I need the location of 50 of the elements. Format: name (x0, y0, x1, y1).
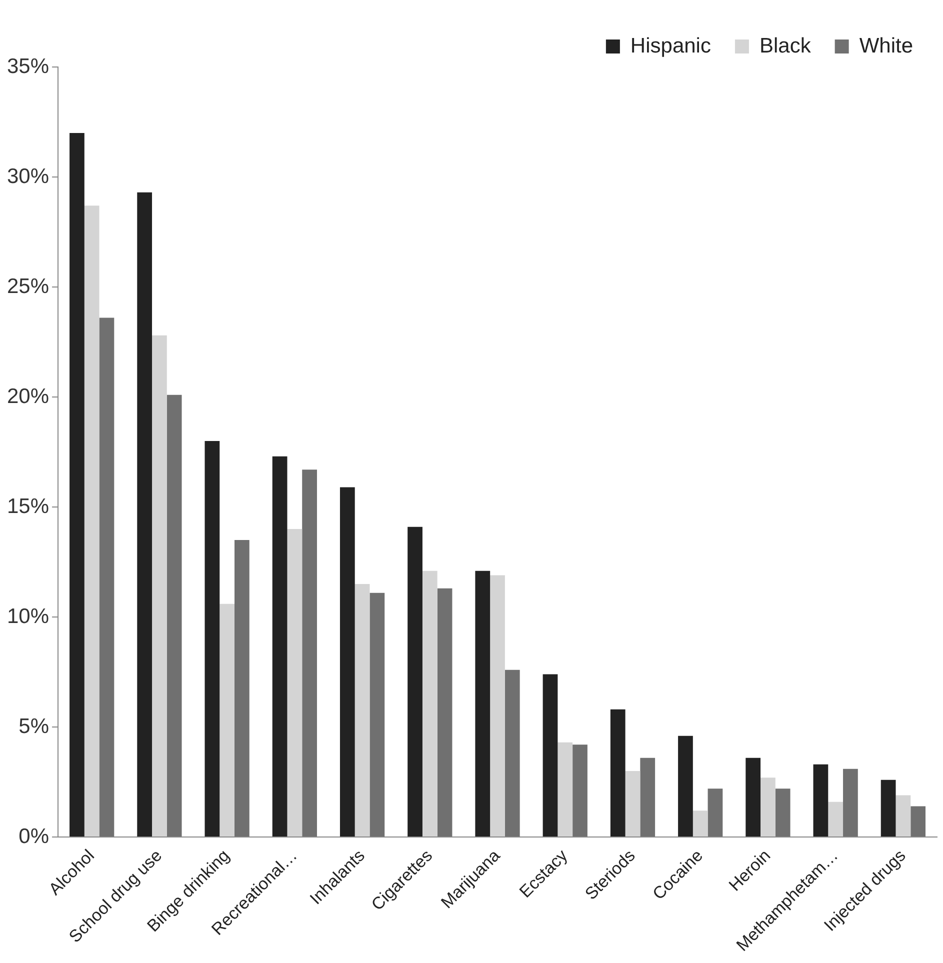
y-tick-label: 25% (7, 274, 50, 298)
bar (340, 487, 355, 837)
bar (760, 778, 776, 837)
bar (558, 742, 573, 837)
bar (910, 806, 926, 837)
bar (354, 584, 370, 837)
legend-label: Black (759, 34, 812, 58)
bar (475, 570, 490, 837)
bar (408, 526, 422, 837)
bar (437, 588, 452, 837)
bar (234, 540, 250, 837)
bar (775, 788, 790, 837)
bar (746, 758, 761, 837)
bar (828, 802, 844, 837)
bar (422, 570, 438, 837)
bar (490, 575, 505, 837)
bar (692, 810, 708, 837)
bar (204, 441, 220, 837)
bar (272, 456, 288, 837)
y-tick-label: 30% (7, 164, 50, 188)
bar (625, 771, 640, 837)
bar (640, 758, 656, 837)
bar (880, 780, 896, 837)
y-tick-label: 15% (7, 494, 50, 518)
bar (708, 788, 723, 837)
bar (152, 335, 167, 837)
y-tick-label: 0% (18, 824, 50, 848)
bar (70, 133, 84, 837)
bar (504, 670, 520, 837)
y-tick-label: 5% (18, 714, 50, 738)
bar (302, 470, 317, 837)
bar (166, 394, 182, 837)
bar (572, 744, 588, 837)
bar (220, 604, 234, 837)
bar (84, 206, 100, 837)
bar (99, 318, 114, 837)
legend-label: White (859, 34, 914, 58)
bar (678, 736, 693, 837)
bar (542, 674, 558, 837)
bar (610, 709, 626, 837)
bar (896, 795, 911, 837)
bar (287, 529, 302, 837)
bar (843, 768, 858, 837)
y-tick-label: 20% (7, 384, 50, 408)
legend-label: Hispanic (630, 34, 711, 58)
y-tick-label: 10% (7, 604, 50, 628)
bar (370, 592, 385, 837)
bar (137, 192, 152, 837)
y-tick-label: 35% (7, 54, 50, 78)
bar (813, 764, 828, 837)
